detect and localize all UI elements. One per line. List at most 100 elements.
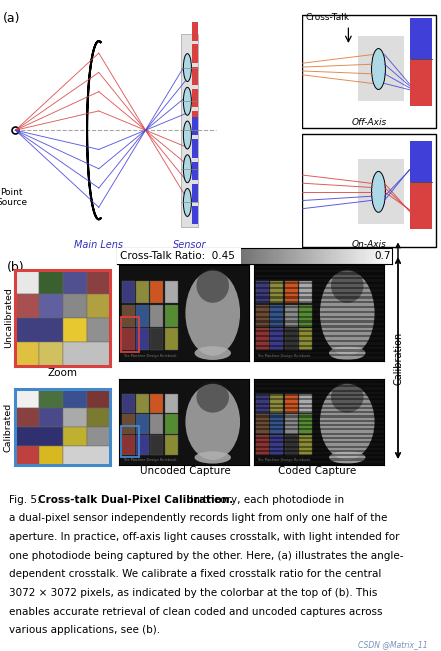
Bar (86, 294, 110, 318)
Bar (299, 394, 312, 413)
Ellipse shape (194, 451, 231, 464)
Bar (358, 36, 404, 102)
Ellipse shape (185, 384, 240, 460)
Bar (15, 318, 63, 342)
Bar (285, 305, 298, 327)
Ellipse shape (371, 49, 385, 89)
Bar (122, 281, 135, 303)
Bar (86, 427, 110, 446)
Bar (270, 281, 284, 303)
Text: The Machine Design Rulebook: The Machine Design Rulebook (123, 458, 176, 462)
Bar (150, 415, 163, 434)
Text: CSDN @Matrix_11: CSDN @Matrix_11 (358, 641, 428, 650)
Ellipse shape (185, 270, 240, 356)
Bar (122, 328, 135, 350)
Bar (254, 335, 384, 337)
Text: one photodiode being captured by the other. Here, (a) illustrates the angle-: one photodiode being captured by the oth… (9, 551, 404, 561)
Bar (270, 415, 284, 434)
Bar (192, 44, 198, 62)
Bar (150, 305, 163, 327)
Bar (181, 34, 198, 227)
Bar (192, 89, 198, 107)
Bar (192, 206, 198, 224)
Bar (285, 415, 298, 434)
Bar (63, 389, 86, 408)
Bar (150, 281, 163, 303)
Bar (254, 286, 384, 289)
Bar (136, 415, 149, 434)
Bar (192, 161, 198, 180)
Bar (63, 318, 86, 342)
Bar (122, 394, 135, 413)
Bar (254, 359, 384, 361)
Bar (136, 436, 149, 455)
Bar (63, 427, 86, 446)
Bar (86, 318, 110, 342)
Bar (164, 328, 178, 350)
Bar (254, 316, 384, 318)
Text: Point
Source: Point Source (0, 188, 27, 208)
Bar (254, 441, 384, 443)
Bar (254, 398, 384, 400)
Bar (15, 270, 39, 294)
Bar (39, 294, 63, 318)
Bar (254, 381, 384, 383)
Bar (254, 296, 384, 299)
Bar (254, 407, 384, 409)
Bar (299, 281, 312, 303)
Bar (86, 389, 110, 408)
Text: Uncalibrated: Uncalibrated (4, 287, 13, 348)
Bar (254, 445, 384, 448)
Bar (254, 277, 384, 279)
Ellipse shape (197, 268, 229, 303)
Polygon shape (87, 41, 101, 219)
Ellipse shape (331, 268, 363, 303)
Bar (299, 328, 312, 350)
Bar (39, 446, 63, 465)
Bar (121, 317, 139, 352)
Text: a dual-pixel sensor independently records light from only one half of the: a dual-pixel sensor independently record… (9, 513, 387, 523)
Bar (63, 294, 86, 318)
Bar (254, 344, 384, 347)
Text: Cross-Talk Ratio:  0.45: Cross-Talk Ratio: 0.45 (120, 251, 235, 261)
Bar (254, 268, 384, 270)
Bar (358, 159, 404, 224)
Bar (39, 408, 63, 427)
Bar (254, 340, 384, 342)
Bar (254, 354, 384, 357)
Bar (256, 415, 269, 434)
Bar (254, 385, 384, 387)
Ellipse shape (320, 270, 374, 356)
Bar (15, 294, 39, 318)
Bar (86, 408, 110, 427)
Text: Uncoded Capture: Uncoded Capture (140, 466, 231, 477)
Ellipse shape (371, 171, 385, 212)
Text: Off-Axis: Off-Axis (351, 118, 387, 128)
Bar (164, 394, 178, 413)
Bar (121, 426, 139, 457)
Bar (299, 436, 312, 455)
Text: aperture. In practice, off-axis light causes crosstalk, with light intended for: aperture. In practice, off-axis light ca… (9, 532, 399, 542)
Bar (164, 281, 178, 303)
Bar (164, 415, 178, 434)
Text: 3072 × 3072 pixels, as indicated by the colorbar at the top of (b). This: 3072 × 3072 pixels, as indicated by the … (9, 588, 377, 598)
Ellipse shape (183, 87, 191, 115)
Bar (254, 420, 384, 422)
Bar (192, 184, 198, 202)
Bar (136, 281, 149, 303)
Bar (39, 389, 63, 408)
Bar (15, 446, 39, 465)
Ellipse shape (183, 53, 191, 81)
Bar (254, 301, 384, 303)
Bar (270, 328, 284, 350)
Bar (254, 272, 384, 275)
Bar (150, 328, 163, 350)
Bar (254, 415, 384, 417)
Ellipse shape (320, 384, 374, 460)
Bar (302, 14, 437, 128)
Bar (122, 415, 135, 434)
Bar (39, 342, 63, 366)
Bar (285, 328, 298, 350)
Bar (256, 328, 269, 350)
Bar (254, 463, 384, 465)
